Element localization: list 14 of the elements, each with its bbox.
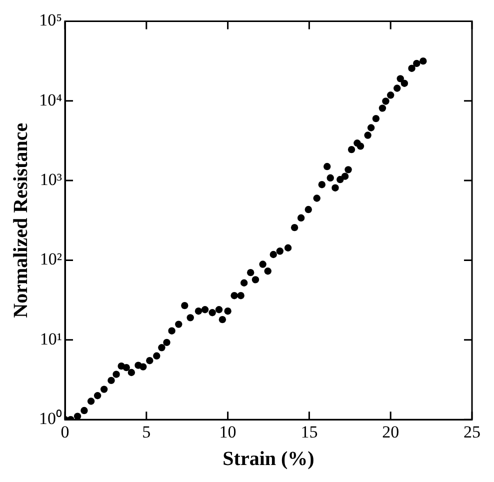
x-tick-label: 25 xyxy=(464,422,480,442)
x-tick-label: 10 xyxy=(219,422,236,442)
x-tick-label: 0 xyxy=(60,422,70,442)
y-tick-label: 10⁵ xyxy=(39,10,62,30)
y-tick-label: 10³ xyxy=(40,170,62,190)
y-tick-label: 10² xyxy=(40,250,62,269)
y-tick-label: 10⁴ xyxy=(39,90,62,110)
x-tick-label: 15 xyxy=(300,422,318,442)
y-axis-title: Normalized Resistance xyxy=(10,122,32,318)
y-tick-label: 10⁰ xyxy=(39,409,62,428)
y-tick-label: 10¹ xyxy=(40,329,62,348)
x-axis-title: Strain (%) xyxy=(222,448,314,470)
x-tick-label: 20 xyxy=(382,422,400,442)
x-tick-label: 5 xyxy=(142,422,151,442)
